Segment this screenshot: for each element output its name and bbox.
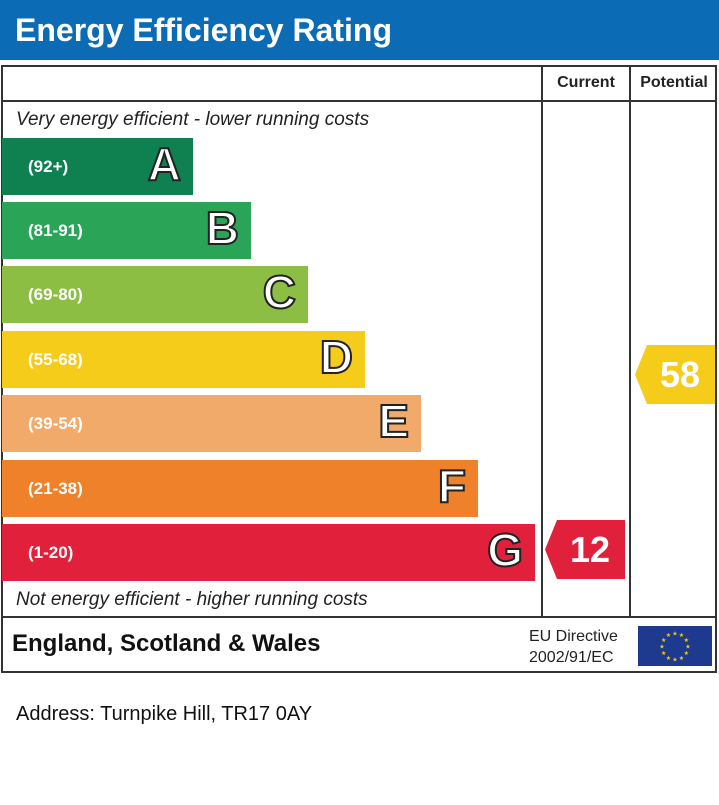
star-icon: ★ xyxy=(661,650,666,657)
divider xyxy=(1,616,717,618)
star-icon: ★ xyxy=(666,632,671,639)
star-icon: ★ xyxy=(661,637,666,644)
star-icon: ★ xyxy=(666,655,671,662)
band-f: (21-38) F xyxy=(2,459,478,517)
region-label: England, Scotland & Wales xyxy=(12,630,321,657)
star-icon: ★ xyxy=(659,644,664,651)
band-letter: G xyxy=(486,523,524,577)
band-b: (81-91) B xyxy=(2,201,251,259)
band-range: (39-54) xyxy=(28,414,83,433)
band-letter: E xyxy=(377,394,410,448)
band-letter: C xyxy=(262,265,297,319)
band-range: (21-38) xyxy=(28,479,83,498)
star-icon: ★ xyxy=(679,632,684,639)
band-range: (1-20) xyxy=(28,543,74,562)
eu-flag-icon: ★ ★★★★★★★★★★★ xyxy=(638,626,712,666)
divider xyxy=(1,100,717,102)
star-icon: ★ xyxy=(672,657,677,664)
band-c: (69-80) C xyxy=(2,265,308,323)
divider xyxy=(629,65,631,618)
directive-line2: 2002/91/EC xyxy=(529,649,614,666)
eu-directive: EU Directive 2002/91/EC xyxy=(529,626,618,668)
band-d: (55-68) D xyxy=(2,330,365,388)
directive-line1: EU Directive xyxy=(529,628,618,645)
star-icon: ★ xyxy=(684,650,689,657)
current-column-header: Current xyxy=(557,74,615,91)
band-range: (92+) xyxy=(28,157,69,176)
page-title: Energy Efficiency Rating xyxy=(0,0,719,60)
potential-rating-arrow: 58 xyxy=(635,345,715,404)
star-icon: ★ xyxy=(679,655,684,662)
star-icon: ★ xyxy=(672,631,677,638)
band-letter: D xyxy=(319,330,354,384)
band-e: (39-54) E xyxy=(2,394,421,452)
band-letter: A xyxy=(147,137,182,191)
band-range: (69-80) xyxy=(28,285,83,304)
band-range: (55-68) xyxy=(28,350,83,369)
top-note: Very energy efficient - lower running co… xyxy=(16,109,370,130)
star-icon: ★ xyxy=(685,644,690,651)
divider xyxy=(541,65,543,618)
star-icon: ★ xyxy=(684,637,689,644)
current-rating-arrow: 12 xyxy=(545,520,625,579)
band-range: (81-91) xyxy=(28,221,83,240)
band-a: (92+) A xyxy=(2,137,193,195)
address: Address: Turnpike Hill, TR17 0AY xyxy=(16,703,313,725)
bottom-note: Not energy efficient - higher running co… xyxy=(16,589,368,610)
band-g: (1-20) G xyxy=(2,523,535,581)
band-letter: B xyxy=(205,201,240,255)
band-letter: F xyxy=(437,459,467,513)
potential-column-header: Potential xyxy=(640,74,708,91)
